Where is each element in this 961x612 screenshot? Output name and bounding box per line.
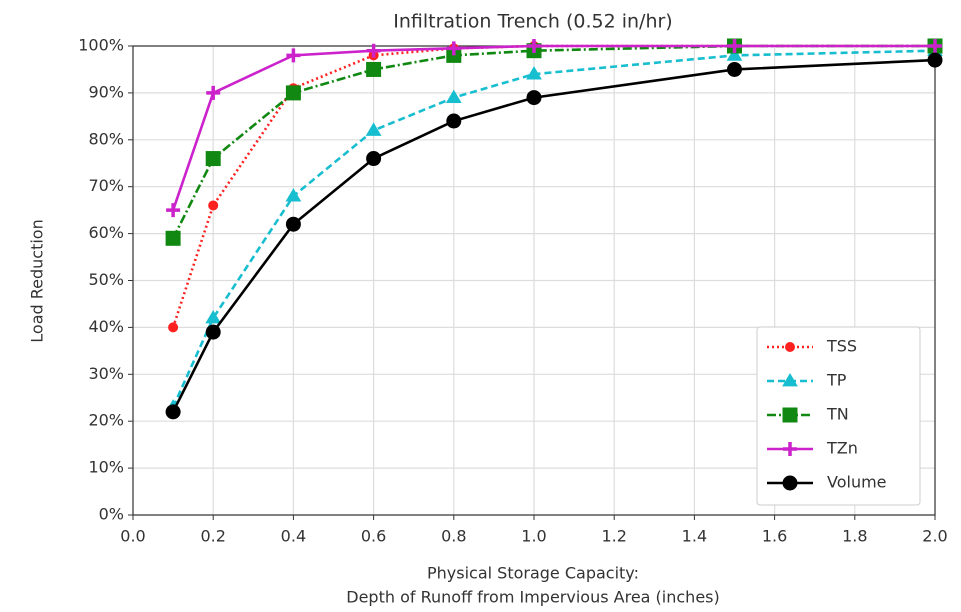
marker	[168, 322, 179, 333]
marker	[928, 39, 942, 53]
x-axis-label: Physical Storage Capacity:	[427, 564, 639, 583]
marker	[205, 310, 222, 324]
y-tick-label: 30%	[88, 364, 124, 383]
marker	[446, 113, 462, 129]
marker	[727, 39, 742, 53]
legend-label: TP	[826, 371, 847, 390]
marker	[165, 404, 181, 420]
y-tick-label: 40%	[88, 317, 124, 336]
legend-label: Volume	[827, 473, 887, 492]
x-tick-label: 1.6	[762, 527, 787, 546]
y-tick-label: 80%	[88, 129, 124, 148]
series-line	[171, 49, 936, 408]
series-line	[171, 44, 935, 239]
marker	[206, 85, 221, 100]
marker	[285, 216, 301, 232]
marker	[285, 85, 301, 101]
legend-label: TSS	[826, 337, 857, 356]
legend-label: TZn	[826, 439, 858, 458]
x-tick-label: 1.8	[842, 527, 867, 546]
marker	[366, 43, 381, 58]
marker	[526, 90, 542, 106]
y-tick-label: 70%	[88, 176, 124, 195]
x-axis-label: Depth of Runoff from Impervious Area (in…	[346, 588, 719, 607]
marker	[366, 61, 382, 77]
marker	[285, 188, 302, 202]
marker	[366, 151, 382, 167]
x-tick-label: 1.4	[682, 527, 707, 546]
marker	[286, 48, 301, 63]
x-tick-label: 0.4	[281, 527, 306, 546]
marker	[365, 122, 382, 136]
x-tick-label: 1.0	[521, 527, 546, 546]
x-tick-label: 0.0	[120, 527, 145, 546]
marker	[208, 200, 219, 211]
chart-title: Infiltration Trench (0.52 in/hr)	[393, 11, 672, 33]
legend-label: TN	[826, 405, 849, 424]
legend-marker	[782, 475, 798, 491]
x-tick-label: 0.2	[200, 527, 225, 546]
y-tick-label: 50%	[88, 270, 124, 289]
y-axis-label: Load Reduction	[28, 219, 47, 342]
series-line	[171, 58, 936, 413]
y-tick-label: 100%	[78, 36, 124, 55]
y-tick-label: 90%	[88, 82, 124, 101]
x-tick-label: 0.6	[361, 527, 386, 546]
y-tick-label: 10%	[88, 458, 124, 477]
x-tick-label: 0.8	[441, 527, 466, 546]
legend-box	[756, 326, 921, 506]
x-tick-label: 1.2	[601, 527, 626, 546]
legend-marker	[782, 373, 798, 387]
marker	[165, 230, 181, 246]
legend-marker	[785, 342, 795, 352]
legend-marker	[783, 442, 797, 456]
x-tick-label: 2.0	[922, 527, 947, 546]
marker	[445, 89, 462, 103]
series-line	[171, 44, 935, 211]
y-tick-label: 20%	[88, 411, 124, 430]
marker	[205, 151, 221, 167]
marker	[527, 39, 541, 53]
marker	[927, 52, 943, 68]
marker	[526, 66, 542, 80]
marker	[446, 41, 461, 56]
marker	[205, 324, 221, 340]
legend-marker	[782, 407, 798, 423]
y-tick-label: 0%	[99, 505, 124, 524]
marker	[727, 61, 742, 77]
marker	[166, 203, 181, 218]
y-tick-label: 60%	[88, 223, 124, 242]
marker	[726, 47, 743, 61]
